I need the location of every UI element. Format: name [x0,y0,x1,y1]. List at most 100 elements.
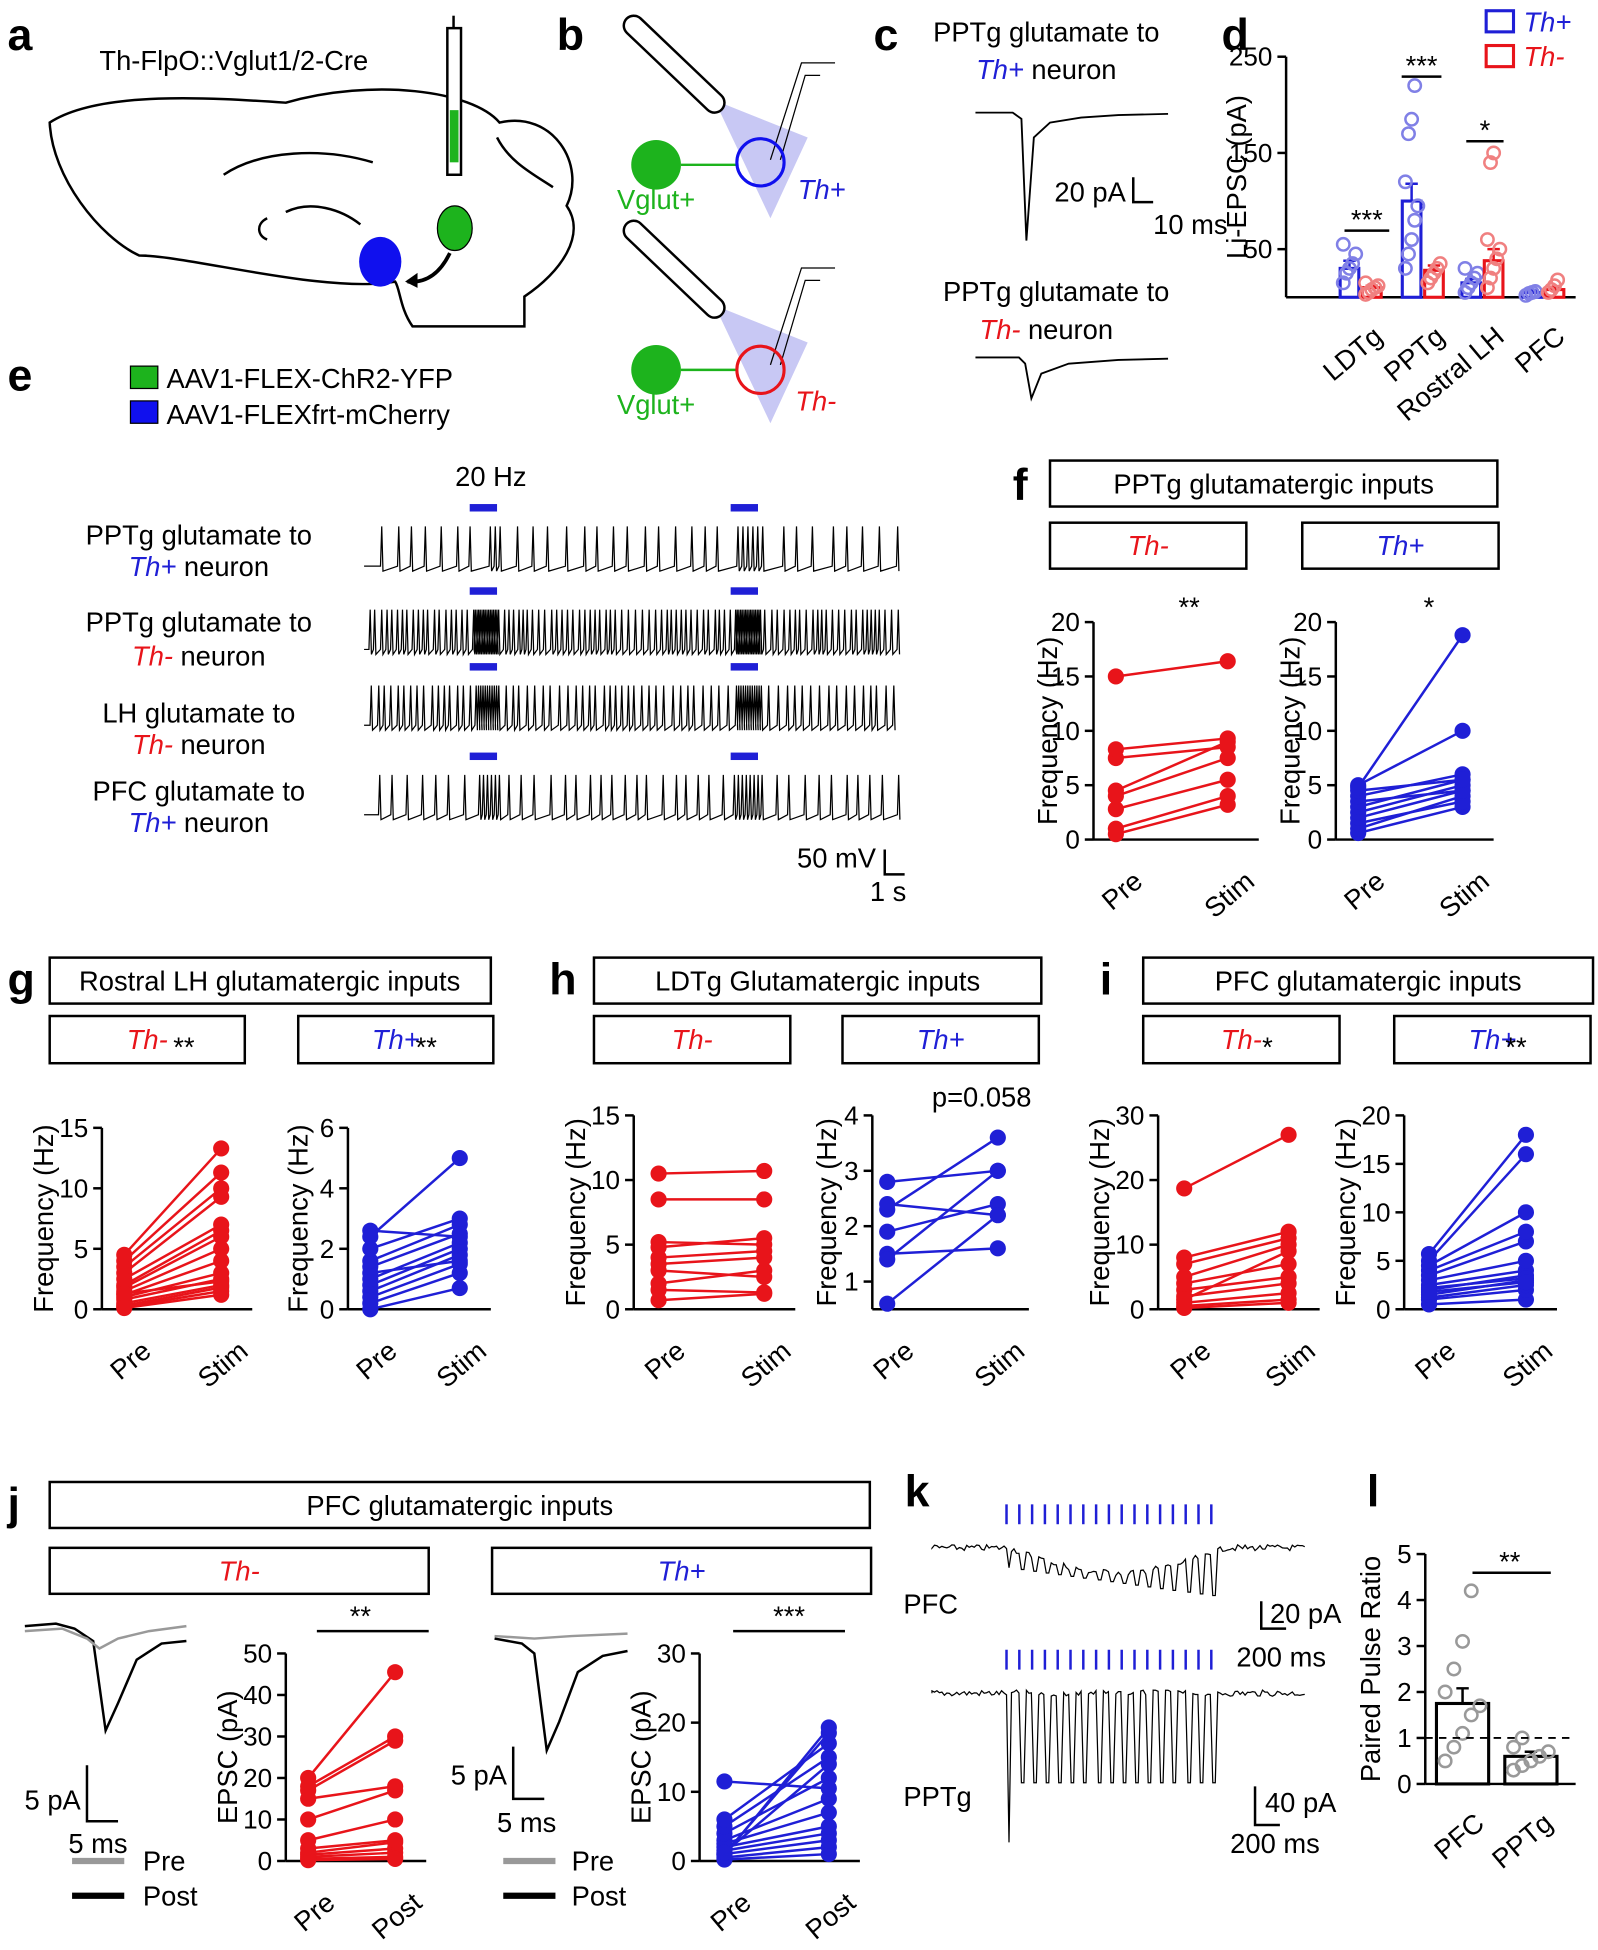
data-point [879,1223,896,1240]
pair-line [1183,1236,1289,1266]
pair-line [1184,1301,1289,1310]
y-tick-label: 4 [320,1173,335,1203]
y-tick-label: 250 [1229,42,1273,72]
source-cell [631,139,681,190]
legend-label: Pre [572,1845,615,1876]
trace-label: PFC glutamate to [92,776,305,807]
data-point [1280,1126,1297,1143]
pair-line [723,1742,830,1821]
data-point [387,1728,404,1745]
title-box [296,1014,495,1065]
y-axis-label: Frequency (Hz) [1330,1118,1361,1306]
y-tick-label: 10 [591,1165,620,1195]
y-tick-label: 10 [1361,1197,1390,1227]
y-tick-label: 50 [1243,234,1272,264]
data-point [213,1164,230,1181]
stim-bar [469,504,498,512]
data-point [1404,111,1420,127]
data-point [1404,232,1420,247]
scale-label: 20 pA [1270,1598,1342,1629]
pair-line [1428,1283,1527,1299]
pair-line [370,1259,460,1275]
schematic-b [622,14,836,424]
y-tick-label: 6 [320,1113,335,1143]
pair-line [123,1223,222,1281]
data-point [300,1769,317,1787]
pre-trace [24,1624,187,1650]
data-point [756,1284,773,1301]
data-point [213,1240,230,1257]
group-box [48,1480,872,1530]
stim-bar [730,504,758,512]
pair-line [369,1232,461,1269]
stim-bar [730,587,758,595]
y-tick-label: 10 [1115,1230,1144,1260]
data-point [1492,241,1508,257]
pair-line [369,1253,461,1293]
significance: *** [773,1601,805,1632]
cell-type: Th+ [129,551,177,582]
voltage-trace [364,685,896,733]
panel-letter: e [7,352,32,401]
pair-line [658,1288,765,1294]
y-tick-label: 0 [1376,1294,1391,1324]
scale-label: 50 mV [797,843,877,874]
data-point [1107,741,1124,758]
pair-line [1357,729,1464,787]
error-bar [1456,1687,1469,1704]
scale-label: 10 ms [1153,209,1227,240]
pair-line [307,1818,396,1842]
brain-outline [48,88,575,328]
data-point [1472,1698,1488,1714]
pair-line [1428,1280,1527,1294]
pair-line [1183,1243,1289,1279]
y-tick-label: 4 [844,1100,859,1130]
pair-line [1428,1211,1527,1267]
data-point [1107,668,1124,685]
data-point [387,1832,404,1849]
pair-line [1184,1291,1289,1305]
data-point [1457,260,1473,276]
panel-letter: d [1221,11,1248,60]
data-point [650,1233,667,1251]
y-tick-label: 15 [1293,661,1322,691]
data-point [1486,145,1502,161]
trace-label: Th-neuron [980,313,1114,344]
panel-letter: j [6,1480,19,1529]
cell-label: Vglut+ [617,389,695,420]
optic-fiber-inner [625,16,724,112]
pair-line [123,1259,222,1296]
data-point [756,1236,773,1253]
data-point [1401,126,1416,142]
data-point [1107,782,1124,799]
data-point [1410,198,1426,214]
title-box [1141,1014,1341,1065]
panel-letter: k [905,1467,930,1516]
pair-line [307,1789,396,1821]
data-point [1407,78,1423,94]
legend-label: Pre [143,1845,186,1876]
trace-label: Th+ neuron [129,551,269,582]
target-cell [735,137,786,188]
pair-line [1115,778,1229,811]
light-cone [714,305,808,424]
cell-label: Vglut+ [617,184,695,215]
pair-line [308,1855,396,1861]
pair-line [1428,1298,1526,1306]
pair-line [724,1845,829,1859]
data-point [1358,275,1374,291]
y-tick-label: 40 [243,1680,272,1710]
chart-title: Th+ [1376,530,1424,561]
trace-label-tail: neuron [180,640,265,671]
data-point [989,1129,1006,1146]
significance: ** [350,1601,372,1632]
y-tick-label: 10 [1051,716,1080,746]
pair-line [724,1838,829,1856]
chart-title: Th- [127,1024,168,1055]
light-cone [714,100,808,219]
pair-line [1115,737,1228,751]
pair-line [1428,1240,1527,1277]
data-point [1446,1661,1462,1677]
pair-line [1428,1259,1527,1282]
